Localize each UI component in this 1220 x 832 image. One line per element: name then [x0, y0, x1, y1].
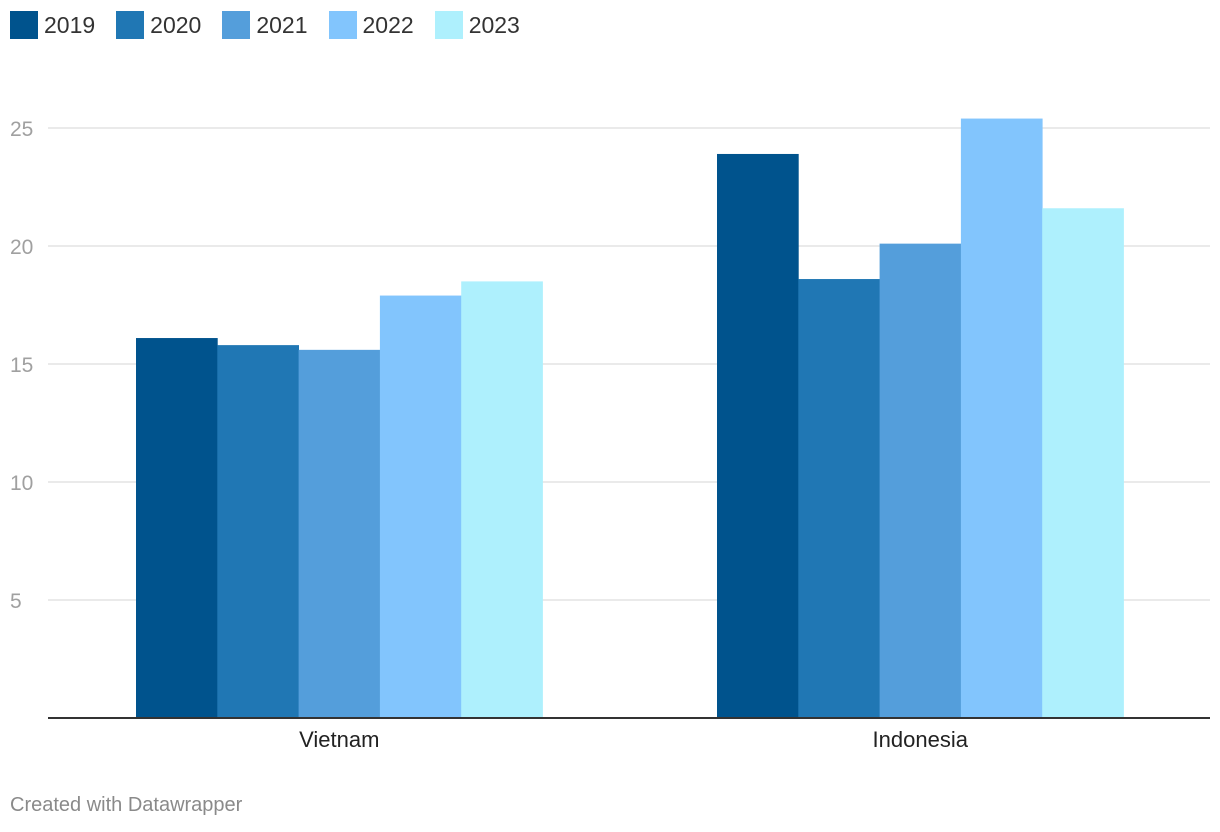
- bar-vietnam-2020: [217, 345, 299, 718]
- y-tick-label: 10: [10, 472, 33, 495]
- legend-label: 2022: [362, 12, 414, 38]
- legend-swatch: [434, 11, 463, 39]
- legend-item-2022: 2022: [328, 11, 414, 39]
- x-axis-labels: Vietnam Indonesia: [299, 727, 969, 752]
- y-tick-label: 5: [10, 590, 22, 613]
- bars: [136, 118, 1124, 719]
- legend-swatch: [10, 11, 38, 39]
- credit-text: Created with Datawrapper: [10, 794, 243, 816]
- legend-label: 2020: [150, 12, 202, 38]
- bar-indonesia-2021: [879, 243, 962, 718]
- bar-indonesia-2023: [1042, 208, 1124, 719]
- legend-swatch: [116, 11, 145, 39]
- legend-swatch: [222, 11, 251, 39]
- x-category-label: Indonesia: [873, 727, 969, 752]
- legend-label: 2019: [44, 12, 96, 38]
- y-tick-label: 15: [10, 354, 33, 377]
- bar-indonesia-2019: [717, 153, 799, 718]
- legend-label: 2023: [468, 12, 520, 38]
- bar-vietnam-2021: [298, 349, 381, 718]
- x-category-label: Vietnam: [299, 727, 379, 752]
- bar-vietnam-2022: [379, 295, 462, 718]
- legend-label: 2021: [256, 12, 308, 38]
- legend-item-2023: 2023: [434, 11, 520, 39]
- bar-indonesia-2022: [960, 118, 1043, 718]
- bar-vietnam-2019: [136, 338, 218, 718]
- bar-indonesia-2020: [798, 279, 880, 718]
- chart-legend: 2019 2020 2021 2022 2023: [10, 9, 541, 41]
- y-axis-ticks: 5 10 15 20 25: [10, 118, 33, 613]
- legend-item-2021: 2021: [222, 11, 308, 39]
- y-tick-label: 25: [10, 118, 33, 141]
- legend-item-2020: 2020: [116, 11, 201, 39]
- bar-vietnam-2023: [461, 281, 543, 718]
- y-tick-label: 20: [10, 236, 33, 259]
- legend-item-2019: 2019: [10, 11, 95, 39]
- legend-swatch: [328, 11, 357, 39]
